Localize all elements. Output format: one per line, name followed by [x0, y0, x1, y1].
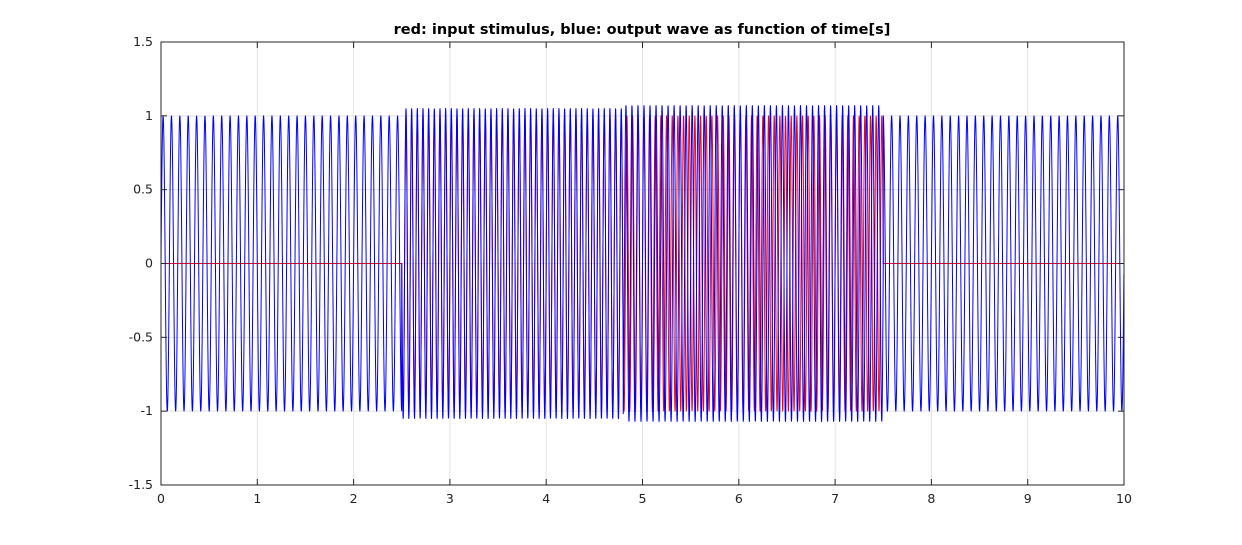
ticks [160, 41, 1125, 486]
x-tick-label: 5 [639, 491, 647, 506]
tick-labels: 0 1 2 3 4 5 6 7 8 9 10 -1.5 -1 -0.5 0 0.5 1 1.5 [129, 34, 1132, 506]
x-tick-label: 0 [157, 491, 165, 506]
x-tick-label: 6 [735, 491, 743, 506]
chart-title: red: input stimulus, blue: output wave a… [394, 22, 891, 38]
x-tick-label: 2 [350, 491, 358, 506]
x-tick-label: 4 [542, 491, 550, 506]
x-tick-label: 7 [831, 491, 839, 506]
y-tick-label: 0 [145, 256, 153, 271]
y-tick-label: -0.5 [129, 329, 153, 344]
x-tick-label: 1 [253, 491, 261, 506]
x-tick-label: 9 [1024, 491, 1032, 506]
y-tick-label: 1 [145, 108, 153, 123]
x-tick-label: 8 [927, 491, 935, 506]
y-tick-label: 0.5 [133, 182, 153, 197]
x-tick-label: 3 [446, 491, 454, 506]
output-wave-series [160, 105, 1125, 422]
plot-area [160, 105, 1125, 422]
x-tick-label: 10 [1116, 491, 1132, 506]
y-tick-label: -1 [141, 403, 153, 418]
y-tick-label: 1.5 [133, 34, 153, 49]
y-tick-label: -1.5 [129, 477, 153, 492]
